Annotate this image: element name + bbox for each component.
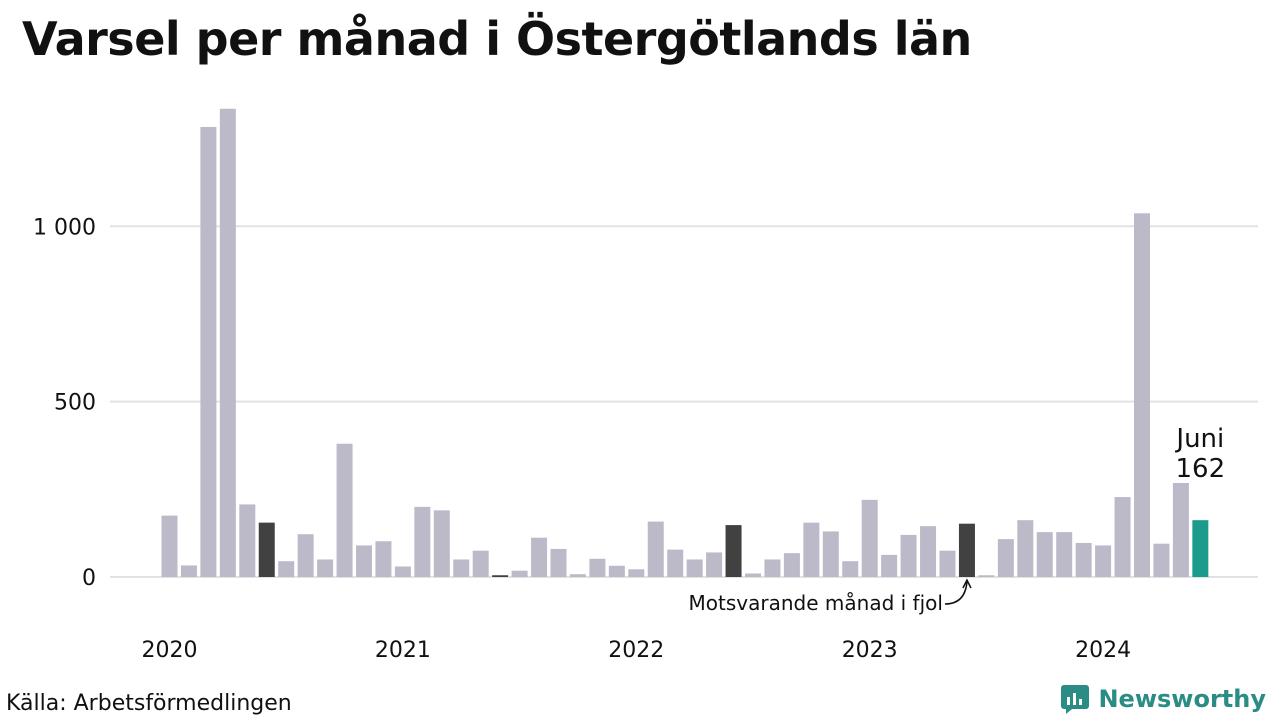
bar [511, 570, 528, 577]
bar [628, 569, 645, 577]
bar [180, 565, 197, 577]
y-tick-label: 1 000 [33, 215, 96, 240]
bar [336, 443, 353, 577]
bar [1192, 520, 1209, 577]
bar [1017, 520, 1034, 577]
annotation-label: Motsvarande månad i fjol [689, 591, 943, 615]
bar [745, 573, 761, 577]
bar [394, 566, 411, 577]
source-note: Källa: Arbetsförmedlingen [6, 691, 292, 716]
x-axis-ticks: 2020 2021 2022 2023 2024 [142, 638, 1132, 663]
bar [783, 553, 800, 577]
bar [219, 108, 236, 578]
bar [453, 559, 470, 577]
bar [472, 550, 489, 577]
annotation-arrowhead [962, 578, 972, 589]
bar [900, 534, 917, 577]
bar [1172, 483, 1189, 577]
bar [278, 561, 295, 577]
bar [881, 554, 898, 577]
chart-title: Varsel per månad i Östergötlands län [22, 12, 972, 66]
newsworthy-logo-icon [1061, 685, 1090, 714]
bar [589, 558, 606, 577]
bar [550, 548, 567, 577]
bar [258, 522, 275, 577]
bar [667, 549, 684, 577]
bar [842, 561, 859, 577]
bar [492, 575, 509, 577]
x-tick-label: 2024 [1075, 638, 1131, 663]
bar [297, 534, 314, 577]
bar [939, 550, 956, 577]
bar [200, 126, 217, 577]
bar [239, 504, 256, 577]
bar [1056, 532, 1073, 577]
y-axis-ticks: 0 500 1 000 [33, 215, 96, 591]
x-tick-label: 2021 [375, 638, 431, 663]
bar [686, 559, 703, 577]
bar [433, 510, 450, 577]
bar [1134, 213, 1150, 577]
x-tick-label: 2020 [142, 638, 198, 663]
bar [569, 574, 586, 577]
brand: Newsworthy [1060, 684, 1266, 714]
bar [920, 526, 937, 577]
bar [356, 545, 372, 577]
bars [161, 108, 1209, 578]
bar [803, 522, 820, 577]
x-tick-label: 2022 [608, 638, 664, 663]
y-tick-label: 0 [82, 566, 96, 591]
bar [1036, 532, 1053, 577]
bar [1153, 543, 1170, 577]
bar [997, 539, 1014, 577]
bar [1075, 542, 1092, 577]
current-month-label: Juni [1174, 424, 1224, 454]
bar [978, 575, 995, 577]
bar [161, 515, 178, 577]
bar [317, 559, 334, 577]
annotation-arrow [944, 581, 968, 605]
bar [1114, 497, 1131, 577]
bar [1095, 545, 1112, 577]
bar [822, 531, 839, 577]
bar [647, 521, 664, 577]
bar [958, 523, 975, 577]
bar [764, 559, 781, 577]
current-value-label: 162 [1176, 454, 1226, 484]
y-tick-label: 500 [54, 391, 96, 416]
x-tick-label: 2023 [842, 638, 898, 663]
bar [375, 541, 392, 577]
bar [861, 499, 878, 577]
bar [725, 525, 742, 577]
bar [706, 552, 723, 577]
grid-lines [110, 225, 1258, 578]
bar [414, 506, 431, 577]
bar [608, 565, 625, 577]
bar [531, 537, 548, 577]
brand-name: Newsworthy [1098, 685, 1266, 713]
